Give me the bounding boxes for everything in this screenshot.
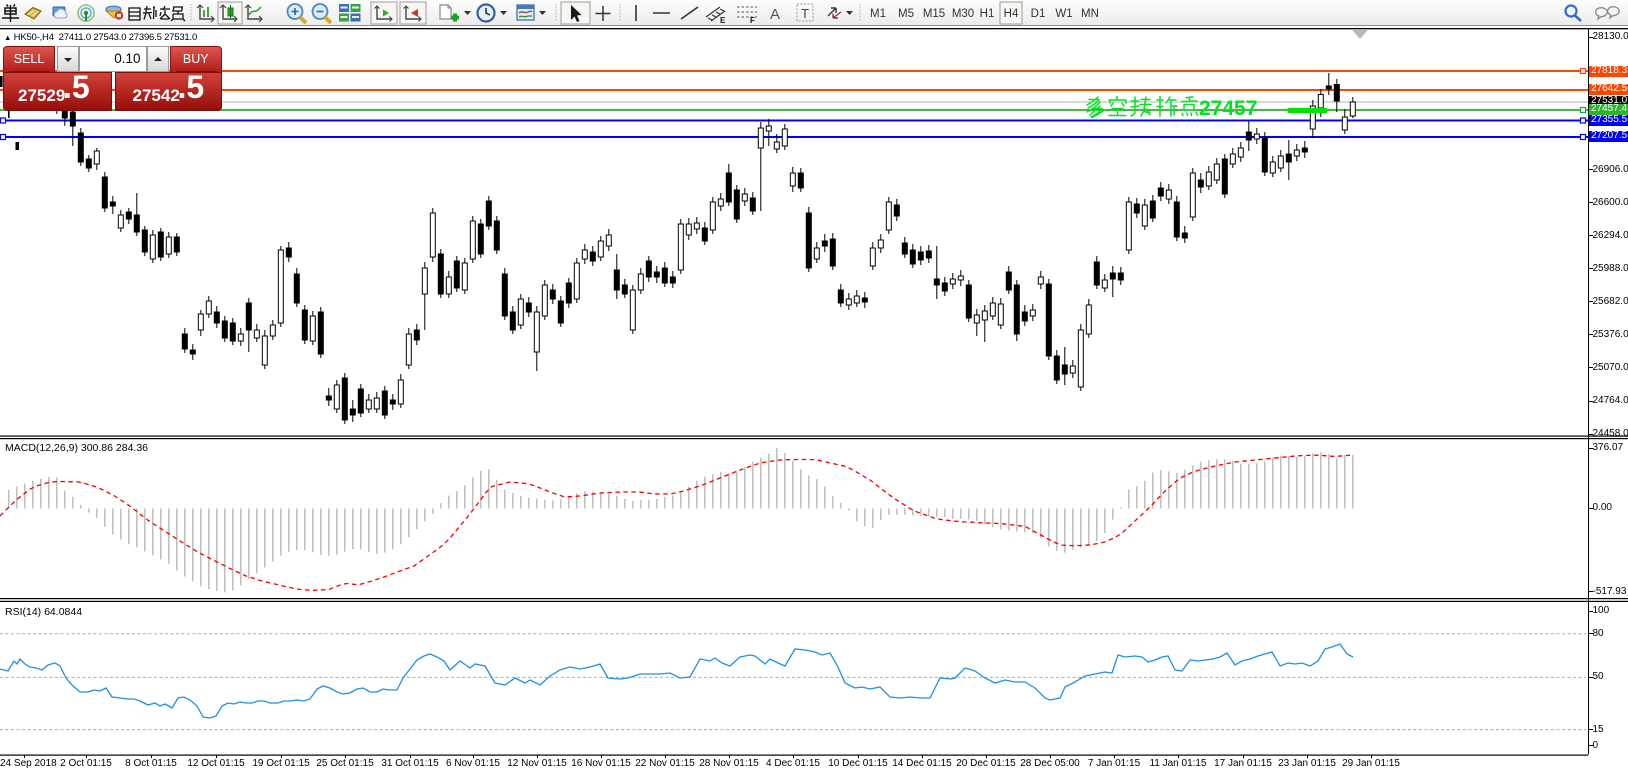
svg-text:M5: M5 [898,8,914,20]
svg-text:27457: 27457 [1199,97,1257,120]
svg-text:M1: M1 [870,8,886,20]
svg-text:D1: D1 [1031,8,1046,20]
svg-text:M30: M30 [952,8,974,20]
svg-text:W1: W1 [1055,8,1072,20]
svg-text:H4: H4 [1004,8,1019,20]
svg-text:A: A [770,6,780,23]
svg-text:MN: MN [1081,8,1099,20]
svg-text:T: T [801,6,809,21]
svg-text:E: E [720,16,726,25]
svg-text:F: F [750,16,755,25]
svg-text:M15: M15 [923,8,945,20]
svg-text:H1: H1 [980,8,995,20]
